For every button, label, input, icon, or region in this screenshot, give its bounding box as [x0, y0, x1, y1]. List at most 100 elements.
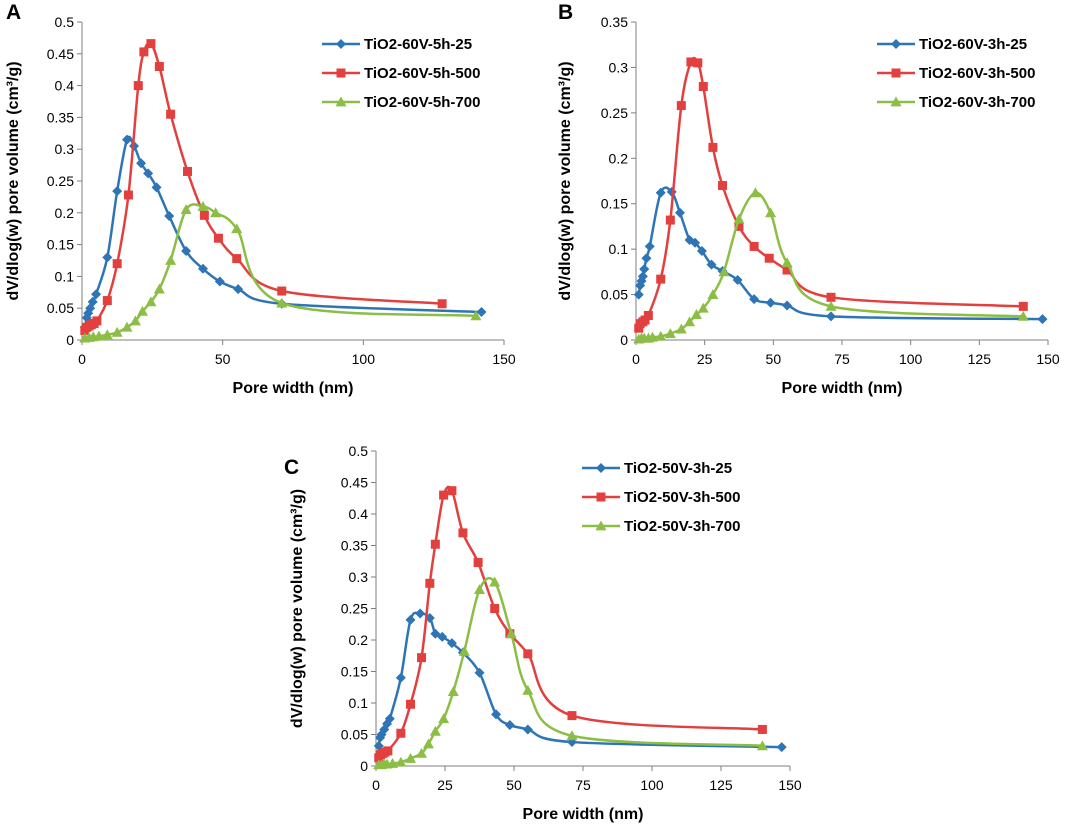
series-TiO2-60V-5h-25: [79, 134, 487, 333]
data-point-triangle: [387, 757, 399, 768]
legend-marker-diamond: [891, 39, 901, 49]
data-point-diamond: [637, 271, 648, 282]
y-tick-label: 0.05: [341, 727, 368, 743]
data-point-diamond: [415, 608, 426, 619]
y-axis-title: dV/dlog(w) pore volume (cm³/g): [289, 489, 306, 728]
legend-marker-square: [336, 68, 346, 78]
data-point-triangle: [646, 331, 658, 342]
data-point-diamond: [233, 284, 244, 295]
data-point-square: [473, 558, 483, 568]
data-point-square: [92, 316, 102, 326]
data-point-diamond: [405, 614, 416, 625]
legend-entry: TiO2-60V-3h-25: [877, 36, 1027, 53]
data-point-diamond: [706, 259, 717, 270]
data-point-square: [277, 286, 287, 296]
data-point-diamond: [522, 724, 533, 735]
data-point-square: [232, 254, 242, 264]
data-point-diamond: [395, 672, 406, 683]
data-point-diamond: [437, 631, 448, 642]
data-point-triangle: [129, 315, 141, 326]
legend-marker-square: [596, 492, 606, 502]
data-point-triangle: [470, 310, 482, 321]
x-tick-label: 50: [506, 777, 522, 793]
legend-label: TiO2-50V-3h-25: [624, 460, 732, 477]
series-TiO2-50V-3h-500: [374, 485, 767, 763]
legend-marker-triangle: [335, 96, 347, 107]
data-point-square: [396, 728, 406, 738]
y-tick-label: 0.2: [349, 632, 369, 648]
data-point-triangle: [733, 213, 745, 224]
y-tick-label: 0.35: [601, 14, 628, 30]
y-tick-label: 0.5: [55, 14, 75, 30]
data-point-triangle: [825, 300, 837, 311]
legend-marker-diamond: [596, 463, 606, 473]
data-point-square: [665, 215, 675, 225]
data-point-diamond: [655, 187, 666, 198]
data-point-diamond: [102, 252, 113, 263]
series-TiO2-60V-3h-500: [634, 56, 1028, 333]
legend-entry: TiO2-50V-3h-25: [582, 460, 732, 477]
data-point-triangle: [210, 207, 222, 218]
data-point-diamond: [430, 628, 441, 639]
data-point-triangle: [749, 187, 761, 198]
x-axis-title: Pore width (nm): [233, 380, 354, 397]
data-point-square: [686, 57, 696, 67]
data-point-square: [698, 82, 708, 92]
panel-letter: C: [284, 456, 299, 479]
legend-entry: TiO2-60V-3h-700: [877, 94, 1035, 111]
data-point-diamond: [1037, 314, 1048, 325]
data-point-triangle: [429, 725, 441, 736]
data-point-square: [112, 259, 122, 269]
data-point-triangle: [276, 297, 288, 308]
y-tick-label: 0.4: [349, 506, 369, 522]
x-tick-label: 150: [492, 351, 516, 367]
data-point-square: [133, 81, 143, 91]
x-tick-label: 25: [697, 351, 713, 367]
x-tick-label: 100: [899, 351, 923, 367]
x-tick-label: 50: [215, 351, 231, 367]
data-point-triangle: [422, 738, 434, 749]
y-tick-label: 0.45: [341, 475, 368, 491]
data-point-triangle: [395, 756, 407, 767]
data-point-square: [567, 711, 577, 721]
data-point-square: [417, 653, 427, 663]
y-tick-label: 0.2: [609, 150, 629, 166]
data-point-diamond: [122, 134, 133, 145]
data-point-triangle: [416, 747, 428, 758]
legend-label: TiO2-50V-3h-500: [624, 489, 740, 506]
data-point-square: [782, 265, 792, 275]
data-point-triangle: [111, 326, 123, 337]
y-tick-label: 0.45: [47, 46, 74, 62]
data-point-diamond: [491, 709, 502, 720]
x-tick-label: 25: [437, 777, 453, 793]
data-point-diamond: [641, 253, 652, 264]
data-point-triangle: [505, 628, 517, 639]
data-point-square: [634, 323, 644, 333]
data-point-diamond: [384, 713, 395, 724]
legend-marker-triangle: [890, 96, 902, 107]
x-tick-label: 50: [766, 351, 782, 367]
data-point-square: [643, 310, 653, 320]
data-point-diamond: [776, 742, 787, 753]
data-point-square: [826, 292, 836, 302]
chart-panel-c: C 0 0.05 0.1 0.15 0.2 0.25 0.3 0.35 0.4 0.45 0.5 0 25…: [284, 443, 802, 823]
data-point-triangle: [756, 740, 768, 751]
data-point-square: [154, 62, 164, 72]
data-point-square: [1018, 301, 1028, 311]
data-point-square: [523, 649, 533, 659]
data-point-diamond: [782, 300, 793, 311]
data-point-square: [406, 699, 415, 709]
x-axis-title: Pore width (nm): [523, 806, 644, 823]
data-point-triangle: [121, 321, 133, 332]
y-tick-label: 0.5: [349, 443, 369, 459]
data-point-diamond: [136, 158, 147, 169]
y-tick-label: 0.25: [341, 601, 368, 617]
data-point-triangle: [664, 328, 676, 339]
legend-label: TiO2-60V-3h-25: [919, 36, 1027, 53]
data-point-square: [166, 109, 176, 119]
y-tick-label: 0.3: [349, 569, 369, 585]
legend-marker-triangle: [595, 520, 607, 531]
y-tick-label: 0.1: [349, 695, 369, 711]
data-point-triangle: [765, 207, 777, 218]
data-point-diamond: [644, 241, 655, 252]
